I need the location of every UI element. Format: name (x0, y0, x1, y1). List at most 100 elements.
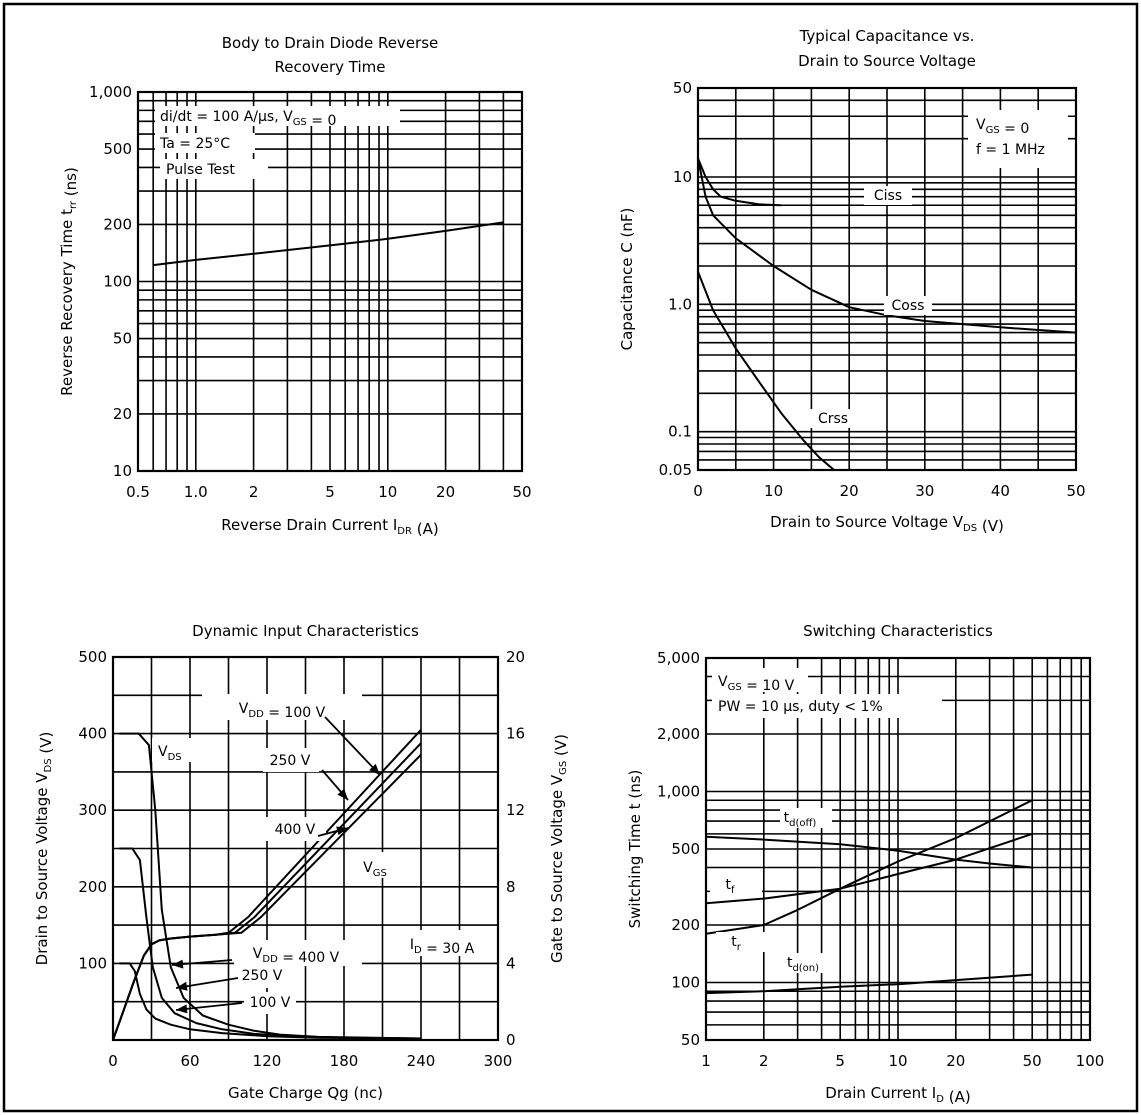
data-point (848, 306, 850, 308)
data-point (712, 188, 714, 190)
data-point (897, 850, 899, 852)
data-point (170, 937, 172, 940)
x-tick-label: 10 (888, 1052, 907, 1070)
data-point (174, 1012, 176, 1014)
y-right-axis-label: Gate to Source Voltage VGS (V) (548, 734, 570, 963)
chart-title: Typical Capacitance vs. (799, 27, 975, 45)
annotation-bg (266, 817, 326, 841)
data-point (189, 936, 191, 938)
x-tick-label: 30 (915, 482, 934, 500)
data-point (131, 847, 133, 850)
data-point (152, 264, 154, 266)
data-point (780, 412, 782, 414)
x-tick-label: 0 (693, 482, 703, 500)
data-point (955, 979, 957, 981)
annotation: di/dt = 100 A/µs, VGS = 0 (160, 109, 336, 129)
data-point (705, 176, 707, 178)
x-tick-label: 1.0 (184, 483, 208, 501)
data-point (705, 933, 707, 935)
annotation-bg (263, 748, 319, 772)
data-point (735, 347, 737, 350)
data-point (763, 990, 765, 992)
y-right-tick-label: 12 (506, 801, 525, 819)
series-label-bg (710, 875, 762, 895)
annotation: f = 1 MHz (976, 142, 1045, 158)
data-point (757, 203, 760, 205)
x-tick-label: 5 (325, 483, 335, 501)
y-right-tick-label: 0 (506, 1031, 516, 1049)
data-point (955, 837, 957, 839)
annotation: 100 V (250, 995, 291, 1011)
data-point (803, 440, 805, 442)
data-point (240, 932, 242, 934)
data-point (118, 847, 120, 850)
series-label: tr (731, 934, 742, 953)
data-point (161, 909, 163, 911)
chart-tl: Body to Drain Diode Reverse Recovery Time… (58, 34, 532, 538)
data-point (1031, 799, 1033, 801)
data-point (757, 380, 760, 382)
annotation: ID = 30 A (410, 937, 475, 957)
chart-title: Switching Characteristics (803, 622, 993, 640)
data-point (697, 271, 699, 273)
data-point (999, 326, 1002, 328)
x-axis-label: Drain to Source Voltage VDS (V) (770, 513, 1004, 535)
annotation-bg (238, 966, 288, 988)
annotation: 400 V (275, 822, 316, 838)
annotation: Pulse Test (166, 162, 235, 178)
data-point (253, 253, 255, 255)
annotation-bg (404, 930, 484, 956)
chart-title: Recovery Time (274, 58, 385, 76)
chart-br: Switching Characteristics 1 2 5 10 20 50 100 50 1… (626, 622, 1104, 1106)
y-right-tick-label: 4 (506, 954, 516, 972)
annotation-bg (234, 940, 362, 966)
data-point (773, 265, 775, 267)
x-tick-label: 240 (407, 1052, 436, 1070)
y-tick-label: 500 (671, 840, 700, 858)
data-point (158, 939, 160, 942)
y-axis-label: Capacitance C (nF) (618, 208, 636, 351)
data-point (705, 902, 707, 904)
annotation: VGS = 10 V (718, 674, 795, 694)
x-tick-label: 120 (253, 1052, 282, 1070)
data-point (1031, 974, 1033, 976)
data-point (215, 934, 217, 936)
x-tick-label: 300 (484, 1052, 513, 1070)
data-point (195, 1022, 197, 1024)
annotation: VDD = 400 V (253, 946, 340, 966)
x-tick-label: 100 (1076, 1052, 1105, 1070)
data-point (420, 1037, 422, 1040)
chart-title: Drain to Source Voltage (798, 52, 976, 70)
data-point (780, 204, 782, 206)
series-line (697, 271, 835, 471)
annotation-bg (712, 668, 808, 692)
annotation-arrow (324, 716, 381, 776)
y-tick-label: 1,000 (89, 83, 132, 101)
chart-title: Dynamic Input Characteristics (192, 622, 419, 640)
data-point (810, 289, 813, 291)
data-point (735, 200, 737, 202)
data-point (221, 1028, 223, 1030)
data-point (221, 1032, 223, 1034)
data-point (420, 742, 422, 744)
y-tick-label: 20 (113, 405, 132, 423)
data-point (712, 214, 714, 216)
series-label: Crss (818, 411, 848, 427)
data-point (154, 809, 156, 811)
series-label-bg (716, 932, 768, 952)
data-point (170, 966, 172, 968)
annotation-bg (712, 694, 942, 718)
annotation-bg (202, 694, 362, 720)
data-point (697, 157, 699, 159)
data-point (138, 733, 140, 735)
y-right-tick-label: 20 (506, 648, 525, 666)
y-tick-label: 1.0 (668, 295, 692, 313)
arrow-head (337, 788, 348, 800)
x-tick-label: 50 (512, 483, 531, 501)
annotation-bg (152, 738, 204, 762)
data-point (329, 244, 331, 246)
data-point (118, 962, 120, 965)
data-point (1031, 833, 1033, 835)
data-point (260, 916, 262, 919)
